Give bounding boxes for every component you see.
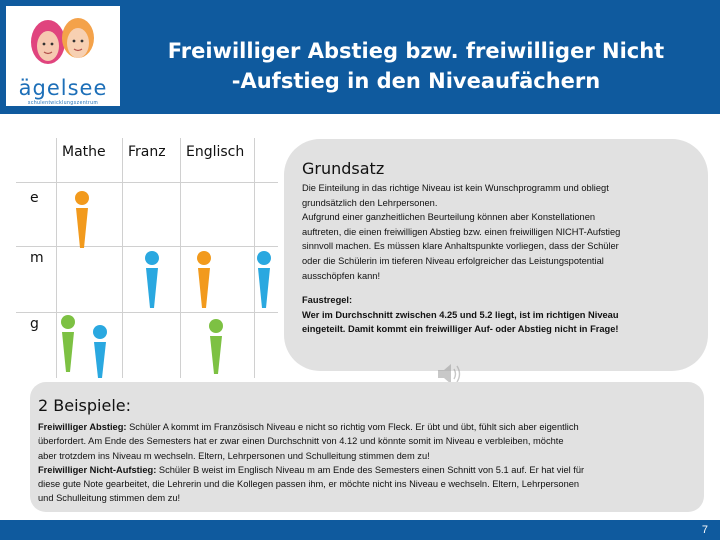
example-2-label: Freiwilliger Nicht-Aufstieg: [38,464,157,475]
grid-line [56,138,57,378]
student-figure-green-icon [209,319,223,374]
example-1-text: Schüler A kommt im Französisch Niveau e … [126,422,579,432]
slide-title: Freiwilliger Abstieg bzw. freiwilliger N… [126,36,706,96]
faces-logo-icon [31,18,94,64]
example-1-line: aber trotzdem ins Niveau m wechseln. Elt… [38,450,430,461]
faustregel-line: eingeteilt. Damit kommt ein freiwilliger… [302,324,619,335]
header-bar: ägelsee schulentwicklungszentrum Freiwil… [0,0,720,114]
example-1-line: überfordert. Am Ende des Semesters hat e… [38,436,564,447]
footer-bar: 7 [0,520,720,540]
student-figure-green-icon [61,315,75,372]
grid-line [180,138,181,378]
examples-text: Freiwilliger Abstieg: Schüler A kommt im… [38,420,698,506]
row-header-e: e [30,190,39,206]
title-line-2: -Aufstieg in den Niveaufächern [231,69,601,93]
grundsatz-title: Grundsatz [302,159,385,178]
grundsatz-line: auftreten, die einen freiwilligen Abstie… [302,226,621,237]
example-2-line: Freiwilliger Nicht-Aufstieg: Schüler B w… [38,463,698,477]
student-figure-orange-icon [197,251,211,308]
niveau-grid: Mathe Franz Englisch e m g [16,138,278,378]
grid-line [122,138,123,378]
speaker-icon[interactable] [434,359,464,389]
logo: ägelsee schulentwicklungszentrum [6,6,120,106]
grid-line [254,138,255,378]
examples-title: 2 Beispiele: [38,396,131,415]
example-1-line: Freiwilliger Abstieg: Schüler A kommt im… [38,420,698,434]
student-figure-blue-icon [257,251,271,308]
grundsatz-line: oder die Schülerin im tieferen Niveau er… [302,255,604,266]
grid-line [16,312,278,313]
example-2-text: Schüler B weist im Englisch Niveau m am … [156,464,585,475]
grid-line [16,182,278,183]
logo-text: ägelsee [18,76,108,100]
grundsatz-text: Die Einteilung in das richtige Niveau is… [302,181,696,283]
logo-subtext: schulentwicklungszentrum [27,100,99,106]
column-header-franz: Franz [128,144,166,160]
grundsatz-line: grundsätzlich den Lehrpersonen. [302,197,438,208]
page-number: 7 [701,524,708,536]
faustregel-line: Wer im Durchschnitt zwischen 4.25 und 5.… [302,309,619,320]
faustregel-text: Faustregel: Wer im Durchschnitt zwischen… [302,293,696,337]
column-header-englisch: Englisch [186,144,245,160]
row-header-m: m [30,250,44,266]
example-2-line: und Schulleitung stimmen dem zu! [38,493,181,504]
grundsatz-line: ausschöpfen kann! [302,270,381,281]
examples-panel: 2 Beispiele: Freiwilliger Abstieg: Schül… [30,382,704,512]
title-line-1: Freiwilliger Abstieg bzw. freiwilliger N… [167,39,665,63]
grundsatz-line: Aufgrund einer ganzheitlichen Beurteilun… [302,212,596,223]
grid-line [16,246,278,247]
column-header-mathe: Mathe [62,144,106,160]
example-1-label: Freiwilliger Abstieg: [38,422,127,432]
student-figure-blue-icon [93,325,107,378]
example-2-line: diese gute Note gearbeitet, die Lehrerin… [38,479,580,490]
student-figure-orange-icon [75,191,89,248]
grundsatz-line: sinnvoll machen. Es müssen klare Anhalts… [302,241,619,252]
student-figure-blue-icon [145,251,159,308]
faustregel-line: Faustregel: [302,295,353,305]
grundsatz-line: Die Einteilung in das richtige Niveau is… [302,183,609,193]
row-header-g: g [30,316,39,332]
grundsatz-panel: Grundsatz Die Einteilung in das richtige… [284,139,708,384]
